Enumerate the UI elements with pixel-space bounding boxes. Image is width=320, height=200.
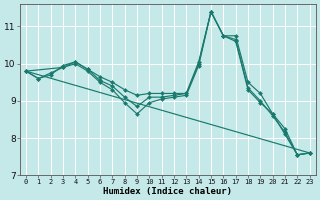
X-axis label: Humidex (Indice chaleur): Humidex (Indice chaleur) — [103, 187, 232, 196]
